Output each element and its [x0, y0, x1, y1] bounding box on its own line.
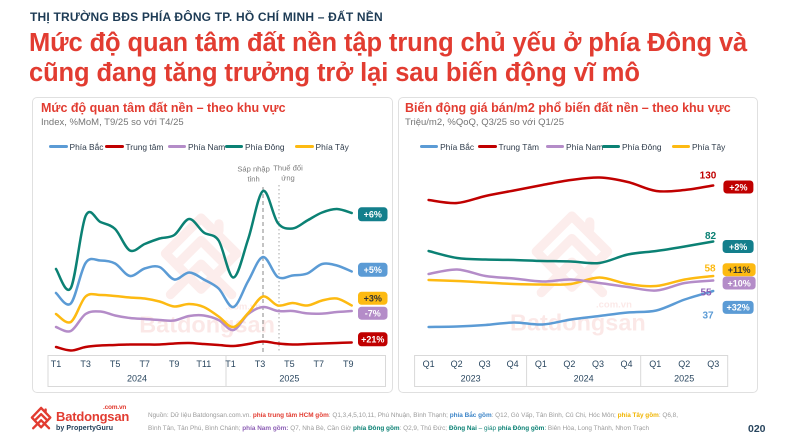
svg-text:T9: T9	[169, 359, 180, 369]
svg-text:T7: T7	[139, 359, 150, 369]
svg-text:+8%: +8%	[729, 242, 747, 252]
svg-text:Q1: Q1	[423, 359, 435, 369]
svg-text:+32%: +32%	[726, 303, 749, 313]
svg-text:Q2: Q2	[451, 359, 463, 369]
svg-text:Q3: Q3	[592, 359, 604, 369]
svg-text:+2%: +2%	[729, 182, 747, 192]
svg-text:Q3: Q3	[479, 359, 491, 369]
svg-text:Q4: Q4	[620, 359, 632, 369]
svg-text:+3%: +3%	[364, 294, 382, 304]
svg-text:2025: 2025	[279, 374, 299, 384]
svg-text:.com.vn: .com.vn	[225, 302, 261, 313]
svg-text:ứng: ứng	[281, 174, 295, 183]
svg-text:2025: 2025	[674, 374, 694, 384]
svg-text:Sáp nhập: Sáp nhập	[237, 165, 270, 174]
svg-text:Q1: Q1	[649, 359, 661, 369]
svg-text:2024: 2024	[574, 374, 594, 384]
svg-text:82: 82	[705, 231, 717, 242]
svg-text:T11: T11	[196, 359, 211, 369]
svg-text:55: 55	[700, 288, 712, 299]
svg-text:Q4: Q4	[507, 359, 519, 369]
svg-text:Thuế đối: Thuế đối	[273, 164, 303, 173]
svg-text:-7%: -7%	[365, 309, 381, 319]
svg-text:2024: 2024	[127, 374, 147, 384]
svg-text:T5: T5	[284, 359, 295, 369]
svg-text:Q2: Q2	[563, 359, 575, 369]
svg-text:Q2: Q2	[678, 359, 690, 369]
svg-text:T9: T9	[343, 359, 354, 369]
svg-text:+5%: +5%	[364, 265, 382, 275]
svg-text:130: 130	[700, 171, 717, 182]
svg-text:Q3: Q3	[707, 359, 719, 369]
svg-text:37: 37	[702, 311, 714, 322]
svg-text:+21%: +21%	[361, 335, 384, 345]
svg-text:58: 58	[704, 264, 716, 275]
svg-text:T7: T7	[314, 359, 325, 369]
svg-text:+10%: +10%	[727, 278, 750, 288]
svg-text:tỉnh: tỉnh	[247, 175, 259, 184]
svg-text:+6%: +6%	[364, 210, 382, 220]
svg-text:T1: T1	[225, 359, 236, 369]
svg-text:.com.vn: .com.vn	[596, 300, 632, 311]
svg-text:T3: T3	[255, 359, 266, 369]
svg-text:T5: T5	[110, 359, 121, 369]
svg-text:T3: T3	[80, 359, 91, 369]
svg-text:T1: T1	[51, 359, 62, 369]
svg-text:+11%: +11%	[728, 265, 751, 275]
svg-text:2023: 2023	[461, 374, 481, 384]
svg-text:Q1: Q1	[535, 359, 547, 369]
